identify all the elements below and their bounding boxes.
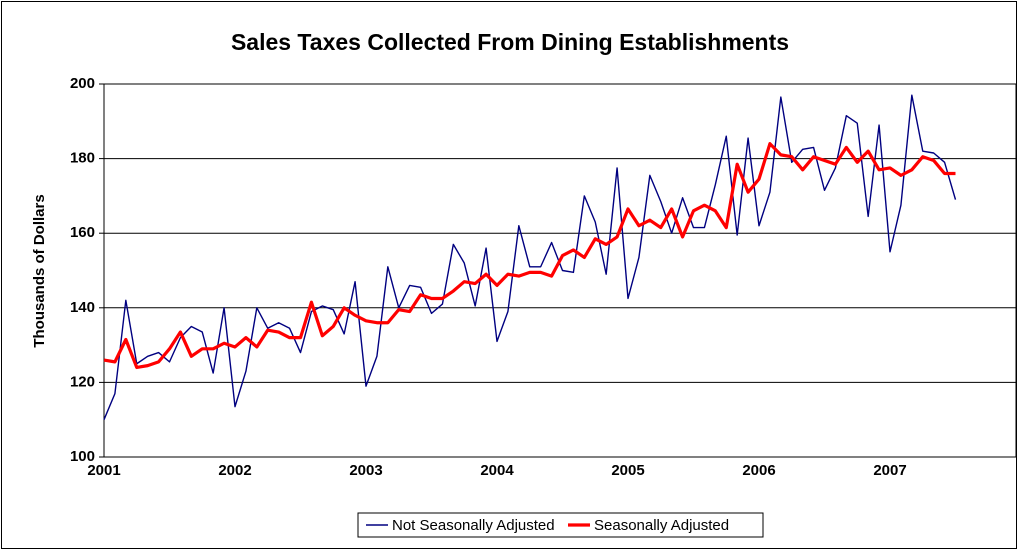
- y-tick-label: 180: [70, 150, 95, 167]
- x-tick-label: 2004: [480, 462, 514, 479]
- x-tick-label: 2002: [218, 462, 251, 479]
- x-tick-label: 2007: [873, 462, 906, 479]
- legend-box: [357, 512, 764, 538]
- series-line: [103, 94, 957, 420]
- x-tick-label: 2003: [349, 462, 382, 479]
- y-tick-label: 120: [70, 373, 95, 390]
- chart-title: Sales Taxes Collected From Dining Establ…: [231, 29, 789, 55]
- x-tick-label: 2005: [611, 462, 644, 479]
- series-line: [103, 142, 956, 370]
- y-tick-label: 140: [70, 299, 95, 316]
- x-tick-label: 2006: [742, 462, 775, 479]
- y-tick-label: 160: [70, 224, 95, 241]
- y-tick-label: 200: [70, 75, 95, 92]
- legend-label: Seasonally Adjusted: [594, 517, 729, 534]
- x-tick-label: 2001: [87, 462, 120, 479]
- y-axis-label: Thousands of Dollars: [31, 194, 48, 347]
- y-tick-label: 100: [70, 448, 95, 465]
- plot-area: [103, 83, 1017, 458]
- legend-label: Not Seasonally Adjusted: [392, 517, 555, 534]
